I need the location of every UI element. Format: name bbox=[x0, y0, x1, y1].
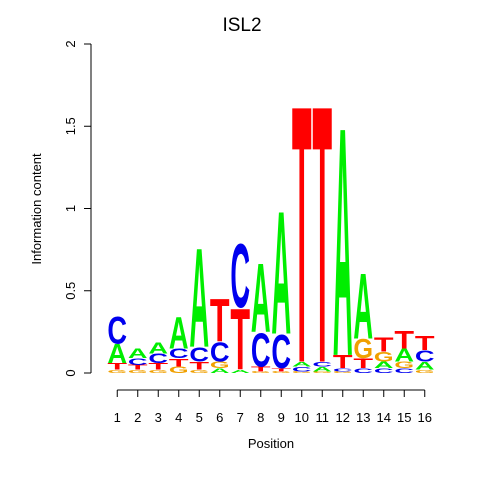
logo-letter-G: G bbox=[148, 369, 168, 374]
logo-letter-T: T bbox=[128, 364, 148, 372]
logo-letter-T: T bbox=[210, 287, 230, 356]
x-tick-label: 6 bbox=[216, 410, 223, 425]
logo-letter-A: A bbox=[374, 360, 394, 370]
y-tick-label: 1.5 bbox=[63, 117, 78, 135]
x-tick-label: 4 bbox=[175, 410, 182, 425]
logo-letter-G: G bbox=[353, 333, 373, 364]
x-tick-label: 1 bbox=[114, 410, 121, 425]
logo-letter-C: C bbox=[394, 367, 414, 375]
logo-letter-T: T bbox=[333, 351, 353, 372]
x-axis-label: Position bbox=[248, 436, 294, 451]
x-tick-label: 15 bbox=[397, 410, 411, 425]
y-tick-label: 0.5 bbox=[63, 282, 78, 300]
logo-letter-G: G bbox=[251, 371, 271, 374]
logo-letter-G: G bbox=[210, 360, 230, 370]
logo-letter-G: G bbox=[333, 371, 353, 374]
logo-letter-G: G bbox=[189, 369, 209, 374]
logo-letter-T: T bbox=[374, 333, 394, 356]
logo-letter-G: G bbox=[169, 365, 189, 375]
logo-letter-C: C bbox=[312, 361, 332, 369]
logo-letter-C: C bbox=[292, 365, 312, 373]
logo-letter-G: G bbox=[271, 371, 291, 374]
logo-letter-C: C bbox=[333, 367, 353, 372]
logo-letter-A: A bbox=[312, 365, 332, 373]
logo-letter-C: C bbox=[148, 350, 168, 366]
logo-letter-T: T bbox=[353, 356, 373, 371]
logo-letter-T: T bbox=[251, 365, 271, 373]
x-tick-label: 12 bbox=[336, 410, 350, 425]
logo-letter-G: G bbox=[107, 369, 127, 374]
logo-letter-G: G bbox=[415, 369, 435, 374]
logo-letter-T: T bbox=[394, 327, 414, 355]
x-tick-label: 5 bbox=[196, 410, 203, 425]
x-tick-label: 16 bbox=[418, 410, 432, 425]
logo-letter-T: T bbox=[271, 367, 291, 372]
logo-letter-C: C bbox=[251, 325, 271, 378]
x-axis: 1 2 3 4 5 6 7 8 9 10 11 12 13 14 15 16 bbox=[114, 389, 432, 425]
logo-letter-A: A bbox=[107, 338, 127, 369]
logo-letter-A: A bbox=[230, 369, 250, 374]
logo-letter-G: G bbox=[374, 350, 394, 365]
x-tick-label: 8 bbox=[257, 410, 264, 425]
x-tick-label: 11 bbox=[316, 410, 330, 425]
logo-letter-C: C bbox=[374, 367, 394, 375]
logo-letter-G: G bbox=[292, 371, 312, 374]
logo-letter-A: A bbox=[271, 174, 291, 371]
logo-letter-G: G bbox=[312, 371, 332, 374]
logo-letter-A: A bbox=[353, 254, 373, 359]
logo-letter-A: A bbox=[333, 60, 353, 425]
logo-letter-A: A bbox=[292, 361, 312, 369]
logo-letter-C: C bbox=[230, 226, 250, 328]
chart-title: ISL2 bbox=[222, 15, 261, 36]
y-axis-label: Information content bbox=[29, 153, 44, 265]
logo-letter-T: T bbox=[230, 291, 250, 388]
logo-letter-C: C bbox=[415, 347, 435, 365]
logo-letter-T: T bbox=[415, 332, 435, 355]
logo-letter-T: T bbox=[148, 362, 168, 372]
logo-letter-C: C bbox=[128, 357, 148, 367]
x-tick-label: 3 bbox=[155, 410, 162, 425]
logo-letter-T: T bbox=[312, 30, 332, 440]
logo-letter-T: T bbox=[107, 362, 127, 372]
logo-letter-A: A bbox=[128, 345, 148, 361]
y-tick-label: 2 bbox=[63, 40, 78, 47]
logo-letter-G: G bbox=[394, 360, 414, 370]
x-tick-label: 14 bbox=[377, 410, 391, 425]
logo-letter-T: T bbox=[169, 356, 189, 369]
logo-letter-G: G bbox=[128, 369, 148, 374]
x-tick-label: 7 bbox=[237, 410, 244, 425]
x-tick-label: 2 bbox=[134, 410, 141, 425]
logo-letter-C: C bbox=[210, 336, 230, 367]
logo-letter-A: A bbox=[251, 245, 271, 354]
logo-letter-A: A bbox=[189, 219, 209, 377]
x-tick-label: 13 bbox=[356, 410, 370, 425]
logo-letter-C: C bbox=[107, 310, 127, 353]
logo-letter-A: A bbox=[148, 339, 168, 357]
logo-letter-C: C bbox=[189, 344, 209, 367]
logo-letter-A: A bbox=[394, 345, 414, 365]
x-tick-label: 10 bbox=[295, 410, 309, 425]
logo-letter-C: C bbox=[353, 367, 373, 375]
logo-letter-T: T bbox=[189, 360, 209, 373]
y-tick-label: 0 bbox=[63, 369, 78, 376]
logo-letter-T: T bbox=[292, 30, 312, 440]
logo-letter-C: C bbox=[271, 326, 291, 379]
logo-letter-A: A bbox=[169, 307, 189, 358]
logo-letter-C: C bbox=[169, 345, 189, 361]
logo-letter-A: A bbox=[415, 360, 435, 373]
logo-letter-A: A bbox=[210, 367, 230, 375]
y-tick-label: 1 bbox=[63, 205, 78, 212]
y-axis: 0 0.5 1 1.5 2 bbox=[63, 40, 92, 377]
x-tick-label: 9 bbox=[278, 410, 285, 425]
